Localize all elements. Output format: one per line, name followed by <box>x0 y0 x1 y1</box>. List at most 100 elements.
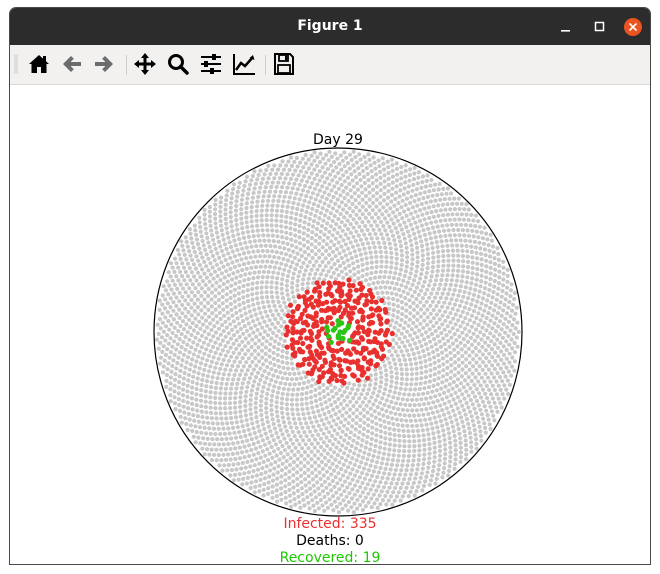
recovered-point <box>347 337 353 343</box>
susceptible-point <box>226 235 231 240</box>
forward-button[interactable] <box>91 51 117 77</box>
susceptible-point <box>323 264 328 269</box>
susceptible-point <box>232 430 237 435</box>
susceptible-point <box>199 301 204 306</box>
minimize-button[interactable] <box>556 17 576 37</box>
susceptible-point <box>177 252 182 257</box>
susceptible-point <box>196 435 201 440</box>
susceptible-point <box>329 239 334 244</box>
infected-point <box>342 298 348 305</box>
susceptible-point <box>371 492 376 497</box>
susceptible-point <box>391 453 396 458</box>
susceptible-point <box>295 392 300 397</box>
figure-canvas[interactable]: Day 29 Infected: 335 Deaths: 0 Recovered… <box>10 85 650 565</box>
susceptible-point <box>267 382 272 387</box>
susceptible-point <box>240 381 245 386</box>
susceptible-point <box>329 188 334 193</box>
susceptible-point <box>403 472 408 477</box>
configure-subplots-button[interactable] <box>198 51 224 77</box>
zoom-button[interactable] <box>165 51 191 77</box>
susceptible-point <box>427 442 432 447</box>
susceptible-point <box>394 178 400 183</box>
susceptible-point <box>353 198 358 203</box>
susceptible-point <box>213 216 218 221</box>
susceptible-point <box>442 466 447 471</box>
susceptible-point <box>453 322 458 327</box>
susceptible-point <box>371 155 376 160</box>
plot-area[interactable]: Day 29 <box>10 85 650 565</box>
susceptible-point <box>373 166 378 171</box>
susceptible-point <box>445 223 450 228</box>
susceptible-point <box>322 170 328 175</box>
susceptible-point <box>189 313 194 318</box>
susceptible-point <box>459 347 464 352</box>
susceptible-point <box>267 304 272 309</box>
susceptible-point <box>394 380 399 385</box>
susceptible-point <box>367 478 373 483</box>
infected-point <box>358 307 364 313</box>
susceptible-point <box>220 232 225 238</box>
susceptible-point <box>454 243 460 248</box>
susceptible-point <box>261 233 266 238</box>
susceptible-point <box>300 492 305 497</box>
susceptible-point <box>218 342 223 347</box>
pan-button[interactable] <box>132 51 158 77</box>
save-button[interactable] <box>271 51 297 77</box>
susceptible-point <box>234 218 239 223</box>
susceptible-point <box>262 482 267 487</box>
susceptible-point <box>456 263 461 268</box>
susceptible-point <box>425 427 430 432</box>
susceptible-point <box>243 372 248 377</box>
susceptible-point <box>352 473 358 478</box>
susceptible-point <box>265 447 270 452</box>
infected-point <box>309 337 315 343</box>
susceptible-point <box>316 221 321 226</box>
susceptible-point <box>202 351 207 356</box>
close-button[interactable] <box>623 17 643 37</box>
susceptible-point <box>284 163 289 168</box>
susceptible-point <box>361 168 366 174</box>
susceptible-point <box>360 204 365 209</box>
back-button[interactable] <box>59 51 85 77</box>
susceptible-point <box>356 270 361 275</box>
susceptible-point <box>430 225 436 230</box>
susceptible-point <box>377 411 382 416</box>
susceptible-point <box>243 336 248 341</box>
toolbar-grip[interactable] <box>14 54 18 74</box>
susceptible-point <box>483 348 488 353</box>
susceptible-point <box>358 411 363 416</box>
susceptible-point <box>307 272 312 277</box>
susceptible-point <box>436 300 441 305</box>
susceptible-point <box>404 213 409 218</box>
susceptible-point <box>326 158 331 163</box>
susceptible-point <box>313 495 318 500</box>
susceptible-point <box>185 244 190 249</box>
susceptible-point <box>312 445 317 450</box>
susceptible-point <box>357 247 362 252</box>
susceptible-point <box>406 429 411 434</box>
susceptible-point <box>155 322 160 327</box>
susceptible-point <box>448 350 453 355</box>
susceptible-point <box>184 282 189 287</box>
susceptible-point <box>413 273 418 278</box>
susceptible-point <box>190 240 195 245</box>
susceptible-point <box>283 252 289 257</box>
susceptible-point <box>474 441 479 447</box>
susceptible-point <box>362 232 367 237</box>
susceptible-point <box>301 380 307 386</box>
susceptible-point <box>419 365 424 370</box>
maximize-button[interactable] <box>590 17 610 37</box>
susceptible-point <box>312 158 317 163</box>
title-bar[interactable]: Figure 1 <box>10 8 650 45</box>
susceptible-point <box>273 379 278 384</box>
susceptible-point <box>474 277 479 282</box>
home-button[interactable] <box>26 51 52 77</box>
susceptible-point <box>466 405 471 410</box>
susceptible-point <box>331 168 336 173</box>
susceptible-point <box>418 418 423 423</box>
susceptible-point <box>292 371 297 376</box>
edit-axis-button[interactable] <box>231 51 257 77</box>
susceptible-point <box>331 407 336 412</box>
susceptible-point <box>228 345 233 350</box>
susceptible-point <box>365 171 370 177</box>
